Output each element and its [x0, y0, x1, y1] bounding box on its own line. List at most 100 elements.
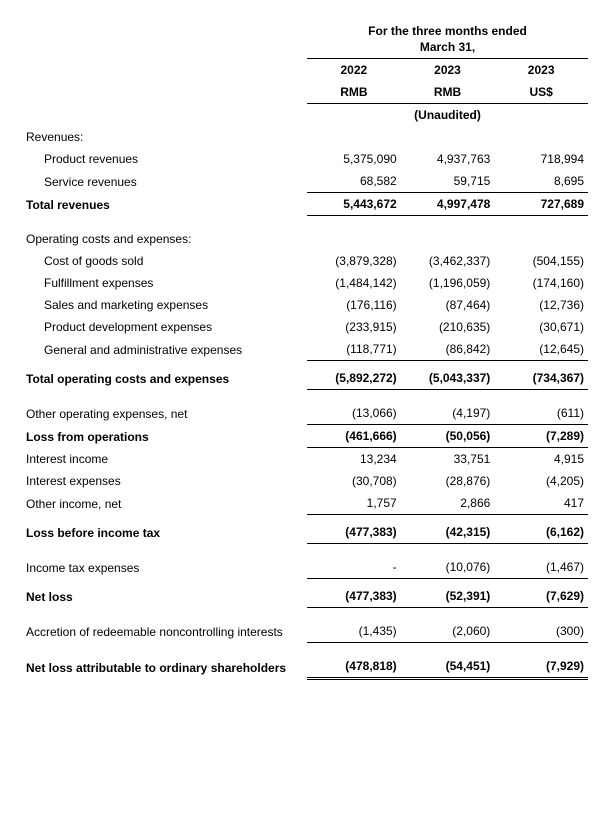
- total-rev-v2: 4,997,478: [401, 193, 495, 216]
- other-inc-label: Other income, net: [22, 492, 307, 515]
- total-op-row: Total operating costs and expenses (5,89…: [22, 367, 588, 390]
- loss-pretax-row: Loss before income tax (477,383) (42,315…: [22, 521, 588, 544]
- total-rev-row: Total revenues 5,443,672 4,997,478 727,6…: [22, 193, 588, 216]
- nl-attrib-v1: (478,818): [307, 655, 401, 679]
- tax-v2: (10,076): [401, 556, 495, 579]
- service-rev-v1: 68,582: [307, 170, 401, 193]
- int-income-v1: 13,234: [307, 448, 401, 471]
- col3-cur: US$: [494, 81, 588, 104]
- product-rev-v2: 4,937,763: [401, 148, 495, 170]
- loss-pretax-v1: (477,383): [307, 521, 401, 544]
- prod-dev-v1: (233,915): [307, 316, 401, 338]
- product-rev-label: Product revenues: [22, 148, 307, 170]
- cogs-row: Cost of goods sold (3,879,328) (3,462,33…: [22, 250, 588, 272]
- int-exp-v2: (28,876): [401, 470, 495, 492]
- fulfillment-v1: (1,484,142): [307, 272, 401, 294]
- net-loss-v3: (7,629): [494, 585, 588, 608]
- sales-mkt-v2: (87,464): [401, 294, 495, 316]
- spacer-row: [22, 216, 588, 229]
- other-inc-v3: 417: [494, 492, 588, 515]
- product-rev-v1: 5,375,090: [307, 148, 401, 170]
- income-statement-table: For the three months ended March 31, 202…: [22, 20, 588, 680]
- prod-dev-label: Product development expenses: [22, 316, 307, 338]
- accretion-v2: (2,060): [401, 620, 495, 643]
- fulfillment-v2: (1,196,059): [401, 272, 495, 294]
- col1-cur: RMB: [307, 81, 401, 104]
- other-inc-v2: 2,866: [401, 492, 495, 515]
- fulfillment-row: Fulfillment expenses (1,484,142) (1,196,…: [22, 272, 588, 294]
- fulfillment-label: Fulfillment expenses: [22, 272, 307, 294]
- period-line2: March 31,: [307, 40, 588, 59]
- header-period-row: For the three months ended: [22, 20, 588, 40]
- col1-year: 2022: [307, 59, 401, 82]
- int-exp-label: Interest expenses: [22, 470, 307, 492]
- sales-mkt-label: Sales and marketing expenses: [22, 294, 307, 316]
- accretion-label: Accretion of redeemable noncontrolling i…: [22, 620, 307, 643]
- net-loss-v2: (52,391): [401, 585, 495, 608]
- loss-ops-v3: (7,289): [494, 425, 588, 448]
- int-exp-row: Interest expenses (30,708) (28,876) (4,2…: [22, 470, 588, 492]
- int-income-v3: 4,915: [494, 448, 588, 471]
- other-op-v1: (13,066): [307, 402, 401, 425]
- service-rev-v2: 59,715: [401, 170, 495, 193]
- ga-v1: (118,771): [307, 338, 401, 361]
- prod-dev-row: Product development expenses (233,915) (…: [22, 316, 588, 338]
- period-line1: For the three months ended: [307, 20, 588, 40]
- int-income-label: Interest income: [22, 448, 307, 471]
- col2-year: 2023: [401, 59, 495, 82]
- loss-pretax-label: Loss before income tax: [22, 521, 307, 544]
- spacer-row: [22, 544, 588, 557]
- sales-mkt-row: Sales and marketing expenses (176,116) (…: [22, 294, 588, 316]
- tax-row: Income tax expenses - (10,076) (1,467): [22, 556, 588, 579]
- tax-v3: (1,467): [494, 556, 588, 579]
- col2-cur: RMB: [401, 81, 495, 104]
- header-note-row: (Unaudited): [22, 104, 588, 127]
- total-rev-v3: 727,689: [494, 193, 588, 216]
- col3-year: 2023: [494, 59, 588, 82]
- service-rev-row: Service revenues 68,582 59,715 8,695: [22, 170, 588, 193]
- nl-attrib-label: Net loss attributable to ordinary shareh…: [22, 655, 307, 679]
- service-rev-v3: 8,695: [494, 170, 588, 193]
- ga-label: General and administrative expenses: [22, 338, 307, 361]
- other-op-label: Other operating expenses, net: [22, 402, 307, 425]
- revenues-hdr-row: Revenues:: [22, 126, 588, 148]
- prod-dev-v2: (210,635): [401, 316, 495, 338]
- int-exp-v1: (30,708): [307, 470, 401, 492]
- nl-attrib-v3: (7,929): [494, 655, 588, 679]
- op-costs-hdr: Operating costs and expenses:: [22, 228, 307, 250]
- other-inc-row: Other income, net 1,757 2,866 417: [22, 492, 588, 515]
- loss-ops-row: Loss from operations (461,666) (50,056) …: [22, 425, 588, 448]
- revenues-hdr: Revenues:: [22, 126, 307, 148]
- header-currency-row: RMB RMB US$: [22, 81, 588, 104]
- net-loss-v1: (477,383): [307, 585, 401, 608]
- int-income-row: Interest income 13,234 33,751 4,915: [22, 448, 588, 471]
- loss-pretax-v3: (6,162): [494, 521, 588, 544]
- other-op-v3: (611): [494, 402, 588, 425]
- ga-v2: (86,842): [401, 338, 495, 361]
- cogs-label: Cost of goods sold: [22, 250, 307, 272]
- cogs-v3: (504,155): [494, 250, 588, 272]
- product-rev-v3: 718,994: [494, 148, 588, 170]
- int-income-v2: 33,751: [401, 448, 495, 471]
- header-period-row2: March 31,: [22, 40, 588, 59]
- spacer-row: [22, 390, 588, 403]
- tax-v1: -: [307, 556, 401, 579]
- cogs-v2: (3,462,337): [401, 250, 495, 272]
- accretion-row: Accretion of redeemable noncontrolling i…: [22, 620, 588, 643]
- spacer-row: [22, 643, 588, 656]
- col2-note: (Unaudited): [401, 104, 495, 127]
- tax-label: Income tax expenses: [22, 556, 307, 579]
- prod-dev-v3: (30,671): [494, 316, 588, 338]
- sales-mkt-v3: (12,736): [494, 294, 588, 316]
- accretion-v3: (300): [494, 620, 588, 643]
- total-op-v2: (5,043,337): [401, 367, 495, 390]
- accretion-v1: (1,435): [307, 620, 401, 643]
- sales-mkt-v1: (176,116): [307, 294, 401, 316]
- net-loss-label: Net loss: [22, 585, 307, 608]
- nl-attrib-v2: (54,451): [401, 655, 495, 679]
- header-year-row: 2022 2023 2023: [22, 59, 588, 82]
- other-inc-v1: 1,757: [307, 492, 401, 515]
- loss-ops-v2: (50,056): [401, 425, 495, 448]
- total-op-v1: (5,892,272): [307, 367, 401, 390]
- ga-v3: (12,645): [494, 338, 588, 361]
